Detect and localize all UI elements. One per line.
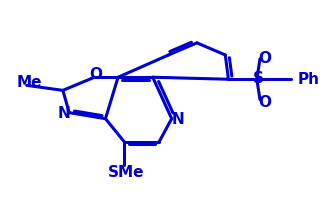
Text: S: S <box>253 70 264 85</box>
Text: Ph: Ph <box>298 71 320 86</box>
Text: O: O <box>258 50 271 65</box>
Text: O: O <box>258 94 271 110</box>
Text: N: N <box>172 112 184 126</box>
Text: O: O <box>89 66 102 81</box>
Text: N: N <box>58 106 71 121</box>
Text: Me: Me <box>17 74 43 89</box>
Text: SMe: SMe <box>108 164 144 179</box>
